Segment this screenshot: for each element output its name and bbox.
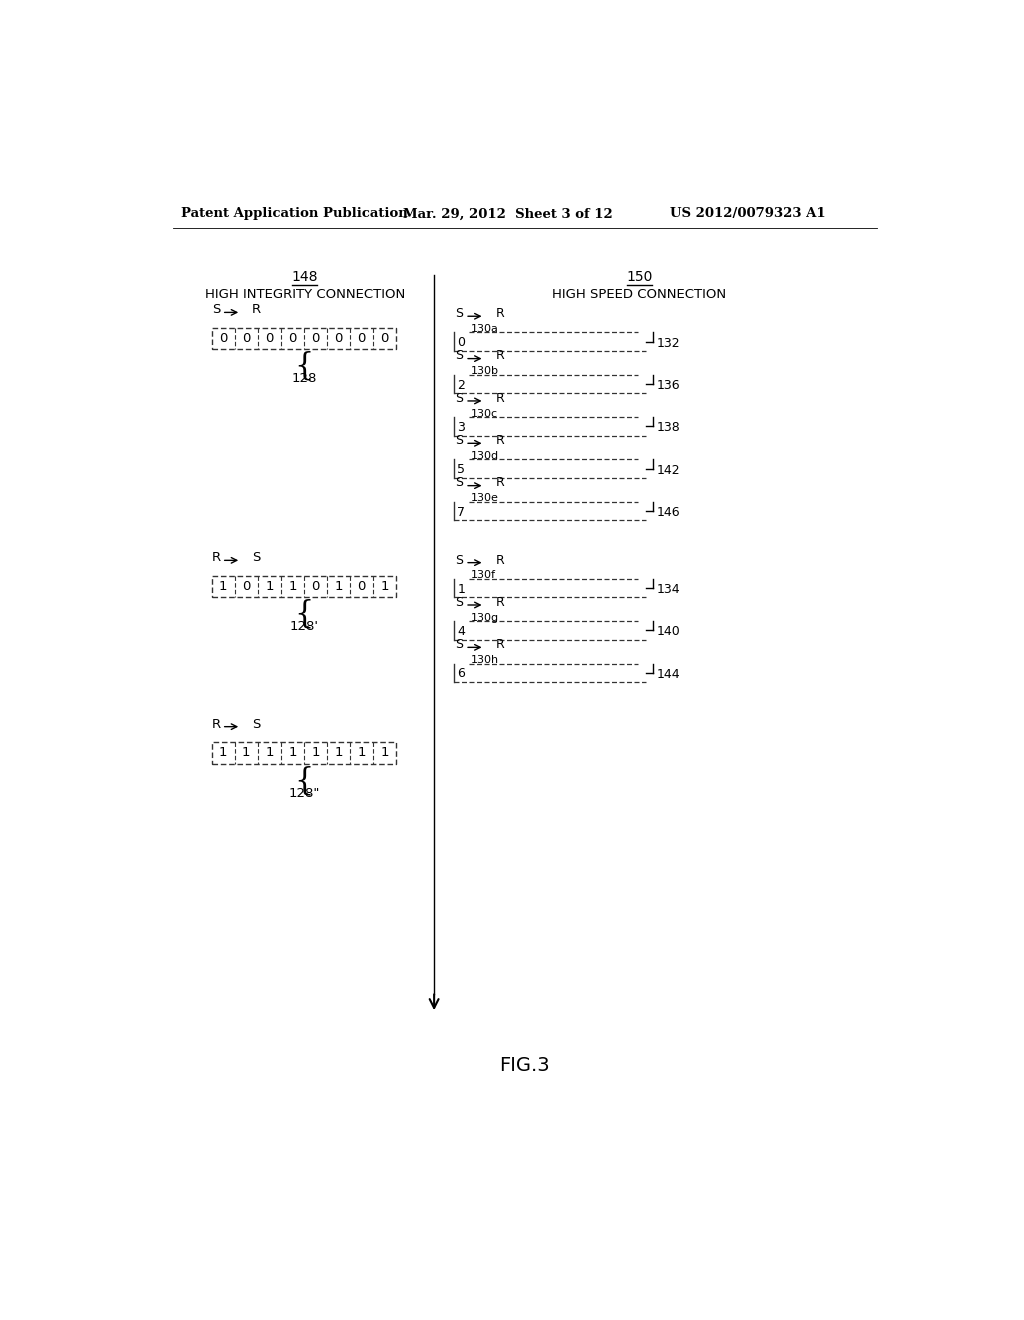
Text: HIGH INTEGRITY CONNECTION: HIGH INTEGRITY CONNECTION [205,288,404,301]
Text: S: S [455,350,463,363]
Text: R: R [496,434,504,447]
Text: R: R [496,553,504,566]
Text: 2: 2 [458,379,465,392]
Bar [212,327,396,350]
Text: 7: 7 [458,506,465,519]
Text: 1: 1 [380,746,389,759]
Text: 4: 4 [458,626,465,638]
Text: {: { [294,351,313,381]
Text: 128": 128" [288,787,319,800]
Bar [212,576,396,598]
Text: Patent Application Publication: Patent Application Publication [180,207,408,220]
Text: 130e: 130e [471,494,499,503]
Text: 6: 6 [458,668,465,681]
Text: 0: 0 [357,333,366,345]
Text: 130d: 130d [471,451,499,461]
Text: 1: 1 [311,746,319,759]
Text: S: S [455,434,463,447]
Text: S: S [455,638,463,651]
Text: R: R [496,350,504,363]
Text: 144: 144 [656,668,680,681]
Text: 150: 150 [627,269,652,284]
Text: S: S [455,595,463,609]
Text: 0: 0 [265,333,273,345]
Text: 0: 0 [288,333,297,345]
Text: 0: 0 [242,333,251,345]
Text: 146: 146 [656,506,680,519]
Text: 134: 134 [656,583,680,597]
Text: 130g: 130g [471,612,499,623]
Text: 1: 1 [380,579,389,593]
Text: 5: 5 [458,463,465,477]
Text: 0: 0 [381,333,389,345]
Text: 130h: 130h [471,655,499,665]
Text: R: R [252,304,261,317]
Bar [212,742,396,763]
Text: 0: 0 [311,579,319,593]
Text: 128: 128 [291,372,316,385]
Text: 1: 1 [288,579,297,593]
Text: 3: 3 [458,421,465,434]
Text: HIGH SPEED CONNECTION: HIGH SPEED CONNECTION [552,288,727,301]
Text: R: R [496,308,504,321]
Text: S: S [455,477,463,490]
Text: Mar. 29, 2012  Sheet 3 of 12: Mar. 29, 2012 Sheet 3 of 12 [403,207,613,220]
Text: 1: 1 [288,746,297,759]
Text: 0: 0 [458,337,465,350]
Text: 1: 1 [219,746,227,759]
Text: 1: 1 [242,746,251,759]
Text: 0: 0 [334,333,343,345]
Text: S: S [252,552,260,564]
Text: S: S [212,304,220,317]
Text: 140: 140 [656,626,680,639]
Text: 130f: 130f [471,570,496,581]
Text: 1: 1 [219,579,227,593]
Text: R: R [496,595,504,609]
Text: R: R [212,718,221,730]
Text: 0: 0 [242,579,251,593]
Text: 136: 136 [656,379,680,392]
Text: 142: 142 [656,463,680,477]
Text: 148: 148 [292,269,317,284]
Text: R: R [496,477,504,490]
Text: S: S [455,553,463,566]
Text: R: R [496,638,504,651]
Text: 1: 1 [265,579,273,593]
Text: 132: 132 [656,337,680,350]
Text: FIG.3: FIG.3 [500,1056,550,1074]
Text: 138: 138 [656,421,680,434]
Text: 1: 1 [334,579,343,593]
Text: 1: 1 [334,746,343,759]
Text: US 2012/0079323 A1: US 2012/0079323 A1 [671,207,826,220]
Text: 128': 128' [290,620,318,634]
Text: {: { [294,599,313,630]
Text: 130c: 130c [471,409,498,418]
Text: 130b: 130b [471,367,499,376]
Text: 1: 1 [357,746,366,759]
Text: R: R [496,392,504,405]
Text: 0: 0 [219,333,227,345]
Text: 0: 0 [357,579,366,593]
Text: S: S [252,718,260,730]
Text: 130a: 130a [471,323,499,334]
Text: 1: 1 [458,582,465,595]
Text: {: { [294,766,313,796]
Text: S: S [455,392,463,405]
Text: S: S [455,308,463,321]
Text: 0: 0 [311,333,319,345]
Text: R: R [212,552,221,564]
Text: 1: 1 [265,746,273,759]
